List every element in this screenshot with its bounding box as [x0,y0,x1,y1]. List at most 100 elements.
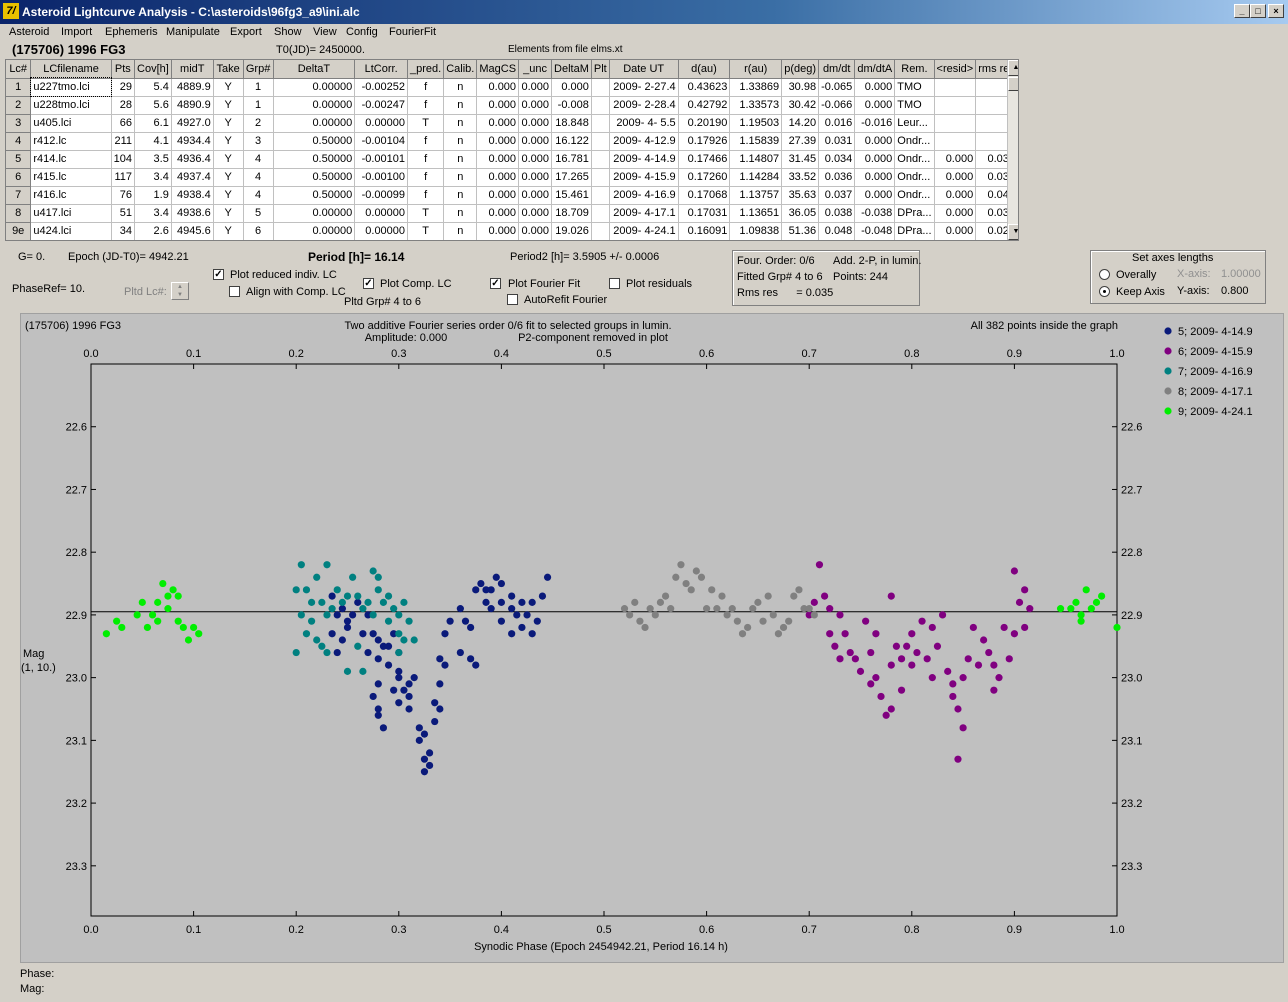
table-cell[interactable]: 4890.9 [171,96,214,115]
column-header[interactable]: p(deg) [781,60,820,79]
row-header[interactable]: 8 [6,204,32,223]
table-cell[interactable]: n [443,96,478,115]
table-cell[interactable]: 0.038 [818,204,856,223]
restore-button[interactable]: □ [1250,4,1266,18]
table-cell[interactable]: 1.14284 [729,168,783,187]
table-cell[interactable]: 4927.0 [171,114,214,133]
table-cell[interactable]: 28 [111,96,136,115]
table-cell[interactable]: T [407,204,445,223]
table-cell[interactable] [934,96,977,115]
table-cell[interactable]: 16.781 [551,150,592,169]
autorefit-checkbox[interactable] [507,294,518,305]
table-cell[interactable]: 4889.9 [171,78,214,97]
row-header[interactable]: 2 [6,96,32,115]
scroll-down-icon[interactable]: ▼ [1008,224,1018,240]
table-cell[interactable]: 0.000 [551,78,592,97]
table-cell[interactable]: -0.00101 [354,150,409,169]
table-cell[interactable]: n [443,132,478,151]
table-cell[interactable]: n [443,168,478,187]
table-row[interactable]: 1 u227tmo.lci 29 5.4 4889.9 Y 1 0.00000 -0.00252… [6,77,1018,97]
table-cell[interactable]: 0.000 [934,168,977,187]
table-cell[interactable]: 0.16091 [678,222,731,240]
table-cell[interactable]: Y [213,78,244,97]
table-cell[interactable]: 0.000 [854,168,896,187]
column-header[interactable]: LCfilename [30,60,112,79]
table-cell[interactable]: 2009- 4- 5.5 [609,114,679,133]
table-cell[interactable]: 0.00000 [273,96,356,115]
table-cell[interactable]: 1 [243,96,274,115]
table-cell[interactable]: r415.lc [30,168,112,187]
table-cell[interactable]: 0.000 [518,168,553,187]
scroll-thumb[interactable] [1008,77,1018,91]
table-cell[interactable]: r412.lc [30,132,112,151]
table-cell[interactable]: -0.038 [854,204,896,223]
table-cell[interactable]: TMO [894,78,935,97]
row-header[interactable]: 3 [6,114,32,133]
table-cell[interactable]: n [443,186,478,205]
table-row[interactable]: 2 u228tmo.lci 28 5.6 4890.9 Y 1 0.00000 -0.00247… [6,96,1018,115]
table-cell[interactable]: -0.008 [551,96,592,115]
table-cell[interactable]: -0.00100 [354,168,409,187]
table-cell[interactable]: 0.000 [934,186,977,205]
table-cell[interactable]: 15.461 [551,186,592,205]
table-cell[interactable]: u424.lci [30,222,112,240]
table-cell[interactable]: 2 [243,114,274,133]
table-cell[interactable]: u417.lci [30,204,112,223]
table-row[interactable]: 7 r416.lc 76 1.9 4938.4 Y 4 0.50000 -0.00099 f n 0.… [6,186,1018,205]
table-cell[interactable]: 5 [243,204,274,223]
column-header[interactable]: _pred. [407,60,445,79]
column-header[interactable]: dm/dt [818,60,856,79]
menu-import[interactable]: Import [61,26,93,38]
column-header[interactable]: Rem. [894,60,935,79]
table-cell[interactable] [591,114,610,133]
table-row[interactable]: 6 r415.lc 117 3.4 4937.4 Y 4 0.50000 -0.00100 f n 0… [6,168,1018,187]
table-cell[interactable]: n [443,78,478,97]
table-cell[interactable]: n [443,114,478,133]
table-cell[interactable]: Y [213,222,244,240]
table-cell[interactable]: 211 [111,132,136,151]
table-cell[interactable]: 1.13757 [729,186,783,205]
table-cell[interactable]: 0.000 [854,186,896,205]
table-cell[interactable]: 0.00000 [354,222,409,240]
table-cell[interactable]: 0.17031 [678,204,731,223]
table-cell[interactable]: 1.19503 [729,114,783,133]
table-cell[interactable]: 0.000 [518,96,553,115]
table-cell[interactable]: 0.00000 [273,78,356,97]
table-cell[interactable]: n [443,150,478,169]
minimize-button[interactable]: _ [1234,4,1250,18]
column-header[interactable]: r(au) [729,60,783,79]
table-cell[interactable]: Leur... [894,114,935,133]
table-cell[interactable] [591,132,610,151]
table-cell[interactable]: 0.000 [854,78,896,97]
table-cell[interactable]: 2009- 4-12.9 [609,132,679,151]
table-cell[interactable]: f [407,186,445,205]
table-cell[interactable]: Y [213,204,244,223]
table-cell[interactable]: 0.000 [518,204,553,223]
row-header[interactable]: 7 [6,186,32,205]
plot-comp-checkbox[interactable]: ✓ [363,278,374,289]
row-header[interactable]: 1 [6,78,32,97]
table-cell[interactable]: f [407,78,445,97]
x-axis-value[interactable]: 1.00000 [1221,268,1261,280]
table-row[interactable]: 5 r414.lc 104 3.5 4936.4 Y 4 0.50000 -0.00101 f n 0… [6,150,1018,169]
table-cell[interactable]: 0.00000 [273,114,356,133]
table-cell[interactable] [934,78,977,97]
table-cell[interactable] [591,168,610,187]
table-cell[interactable]: 4945.6 [171,222,214,240]
table-cell[interactable]: 0.00000 [354,114,409,133]
table-cell[interactable]: 1.14807 [729,150,783,169]
table-cell[interactable]: 1.33573 [729,96,783,115]
menu-ephemeris[interactable]: Ephemeris [105,26,158,38]
table-cell[interactable]: -0.00099 [354,186,409,205]
table-cell[interactable]: f [407,168,445,187]
table-cell[interactable]: 0.000 [476,78,520,97]
table-cell[interactable]: 4 [243,186,274,205]
table-cell[interactable] [591,204,610,223]
table-cell[interactable]: 0.000 [934,150,977,169]
table-cell[interactable] [934,132,977,151]
table-cell[interactable] [591,222,610,240]
column-header[interactable]: DeltaM [551,60,592,79]
column-header[interactable]: Take [213,60,244,79]
column-header[interactable]: LtCorr. [354,60,409,79]
